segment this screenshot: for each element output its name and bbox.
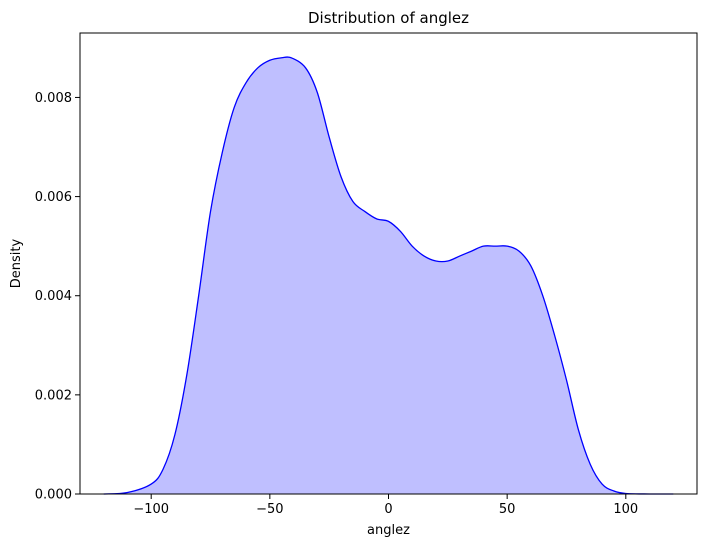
- x-tick-label: 50: [499, 502, 516, 517]
- x-tick-label: 100: [613, 502, 638, 517]
- y-tick-label: 0.000: [35, 488, 72, 503]
- y-tick-label: 0.002: [35, 388, 72, 403]
- density-line: [103, 56, 674, 495]
- x-axis-label: anglez: [367, 523, 410, 538]
- y-tick-label: 0.006: [35, 190, 72, 205]
- density-area: [103, 56, 674, 495]
- y-axis: 0.000 0.002 0.004 0.006 0.008: [35, 91, 80, 503]
- chart-title: Distribution of anglez: [308, 9, 469, 27]
- x-tick-label: 0: [384, 502, 392, 517]
- x-tick-label: −50: [256, 502, 283, 517]
- y-axis-label: Density: [9, 238, 24, 288]
- x-tick-label: −100: [133, 502, 169, 517]
- x-axis: −100 −50 0 50 100: [133, 494, 638, 517]
- plot-area: [103, 56, 674, 495]
- y-tick-label: 0.004: [35, 289, 72, 304]
- y-tick-label: 0.008: [35, 91, 72, 106]
